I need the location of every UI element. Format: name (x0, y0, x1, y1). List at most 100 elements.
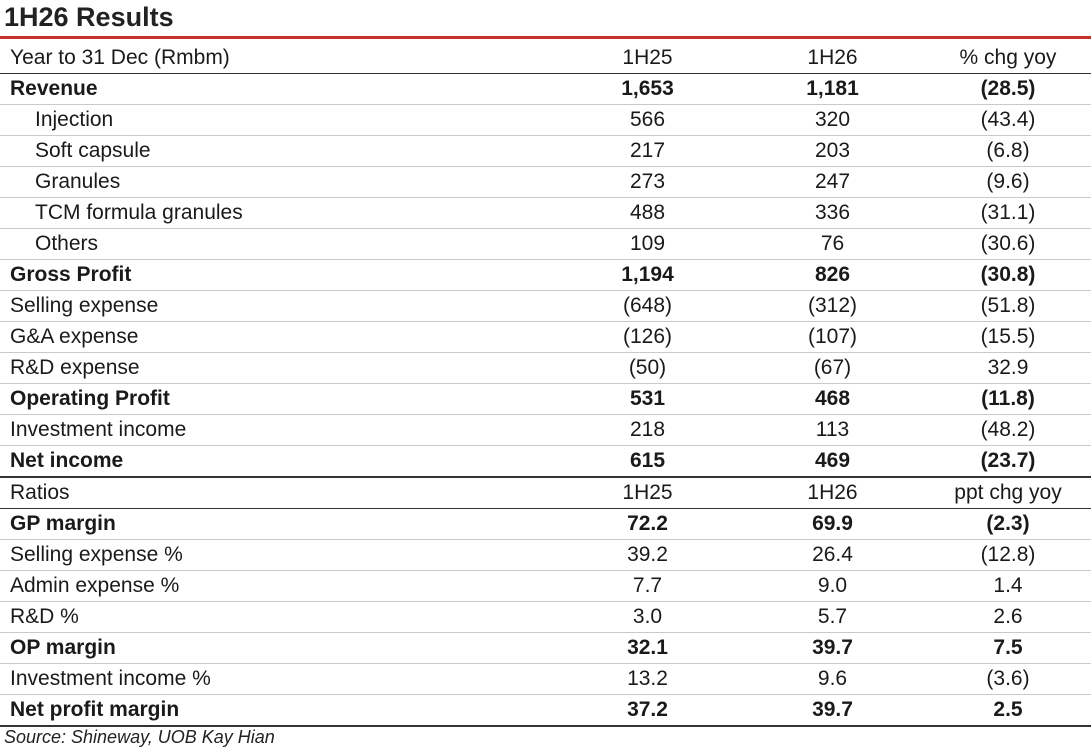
ratio-label: Selling expense % (0, 539, 555, 571)
row-value-1h25: 615 (555, 445, 740, 478)
table-row: Investment income 218 113 (48.2) (0, 414, 1091, 446)
ratio-value-1h26: 26.4 (740, 539, 925, 571)
row-value-chg: (43.4) (925, 104, 1091, 136)
row-value-1h26: (312) (740, 290, 925, 322)
ratio-value-chg: (3.6) (925, 663, 1091, 695)
row-value-chg: (23.7) (925, 445, 1091, 478)
table-header-row: Year to 31 Dec (Rmbm) 1H25 1H26 % chg yo… (0, 43, 1091, 74)
table-row: TCM formula granules 488 336 (31.1) (0, 197, 1091, 229)
results-table: Year to 31 Dec (Rmbm) 1H25 1H26 % chg yo… (0, 43, 1091, 727)
ratio-value-1h26: 9.6 (740, 663, 925, 695)
table-row: Soft capsule 217 203 (6.8) (0, 135, 1091, 167)
row-value-1h25: 218 (555, 414, 740, 446)
ratio-value-chg: 7.5 (925, 632, 1091, 664)
ratio-value-1h25: 72.2 (555, 508, 740, 540)
ratios-header-row: Ratios 1H25 1H26 ppt chg yoy (0, 476, 1091, 509)
ratios-header-label: Ratios (0, 476, 555, 509)
ratio-value-chg: 1.4 (925, 570, 1091, 602)
row-label: Injection (0, 104, 555, 136)
row-value-chg: (15.5) (925, 321, 1091, 353)
row-value-chg: (31.1) (925, 197, 1091, 229)
table-row: Injection 566 320 (43.4) (0, 104, 1091, 136)
row-label: Investment income (0, 414, 555, 446)
row-value-1h26: 468 (740, 383, 925, 415)
row-label: Revenue (0, 73, 555, 105)
ratio-row: R&D % 3.0 5.7 2.6 (0, 601, 1091, 633)
ratio-value-1h26: 69.9 (740, 508, 925, 540)
header-col-1h25: 1H25 (555, 43, 740, 74)
row-label: Others (0, 228, 555, 260)
row-value-1h26: 826 (740, 259, 925, 291)
row-value-1h26: (67) (740, 352, 925, 384)
row-value-1h25: 488 (555, 197, 740, 229)
ratio-label: OP margin (0, 632, 555, 664)
row-label: Gross Profit (0, 259, 555, 291)
ratio-value-1h26: 39.7 (740, 632, 925, 664)
row-value-chg: 32.9 (925, 352, 1091, 384)
table-row: Gross Profit 1,194 826 (30.8) (0, 259, 1091, 291)
ratio-row: Investment income % 13.2 9.6 (3.6) (0, 663, 1091, 695)
table-row: Granules 273 247 (9.6) (0, 166, 1091, 198)
table-row: Net income 615 469 (23.7) (0, 445, 1091, 478)
row-value-1h25: 273 (555, 166, 740, 198)
row-value-1h25: 1,653 (555, 73, 740, 105)
row-value-chg: (6.8) (925, 135, 1091, 167)
ratio-label: GP margin (0, 508, 555, 540)
row-value-chg: (51.8) (925, 290, 1091, 322)
row-value-1h26: 203 (740, 135, 925, 167)
row-value-1h25: (50) (555, 352, 740, 384)
ratio-label: Admin expense % (0, 570, 555, 602)
table-row: R&D expense (50) (67) 32.9 (0, 352, 1091, 384)
ratios-header-col-1h26: 1H26 (740, 476, 925, 509)
ratio-value-1h25: 3.0 (555, 601, 740, 633)
ratio-value-chg: (2.3) (925, 508, 1091, 540)
row-label: G&A expense (0, 321, 555, 353)
row-value-1h26: 320 (740, 104, 925, 136)
table-row: Operating Profit 531 468 (11.8) (0, 383, 1091, 415)
ratios-header-col-1h25: 1H25 (555, 476, 740, 509)
row-value-1h26: 469 (740, 445, 925, 478)
table-row: Revenue 1,653 1,181 (28.5) (0, 73, 1091, 105)
row-value-1h25: 566 (555, 104, 740, 136)
row-label: Operating Profit (0, 383, 555, 415)
row-value-1h25: 531 (555, 383, 740, 415)
row-label: Selling expense (0, 290, 555, 322)
ratio-row: OP margin 32.1 39.7 7.5 (0, 632, 1091, 664)
row-value-chg: (9.6) (925, 166, 1091, 198)
ratio-value-1h26: 39.7 (740, 694, 925, 727)
row-value-1h26: 247 (740, 166, 925, 198)
header-label: Year to 31 Dec (Rmbm) (0, 43, 555, 74)
row-value-1h25: (648) (555, 290, 740, 322)
ratio-value-1h25: 37.2 (555, 694, 740, 727)
row-value-chg: (30.6) (925, 228, 1091, 260)
row-label: R&D expense (0, 352, 555, 384)
ratio-value-1h25: 39.2 (555, 539, 740, 571)
page-title: 1H26 Results (4, 2, 174, 32)
row-value-chg: (30.8) (925, 259, 1091, 291)
ratio-value-chg: 2.5 (925, 694, 1091, 727)
source-note: Source: Shineway, UOB Kay Hian (4, 727, 275, 747)
row-value-1h26: 1,181 (740, 73, 925, 105)
table-row: Others 109 76 (30.6) (0, 228, 1091, 260)
title-rule (0, 36, 1091, 39)
ratio-value-chg: 2.6 (925, 601, 1091, 633)
row-value-chg: (48.2) (925, 414, 1091, 446)
ratio-value-1h26: 9.0 (740, 570, 925, 602)
row-label: TCM formula granules (0, 197, 555, 229)
row-label: Granules (0, 166, 555, 198)
row-value-1h25: 1,194 (555, 259, 740, 291)
row-value-chg: (28.5) (925, 73, 1091, 105)
ratios-header-col-chg: ppt chg yoy (925, 476, 1091, 509)
ratio-value-1h26: 5.7 (740, 601, 925, 633)
ratio-row: GP margin 72.2 69.9 (2.3) (0, 508, 1091, 540)
ratio-label: Investment income % (0, 663, 555, 695)
ratio-value-1h25: 13.2 (555, 663, 740, 695)
ratio-value-1h25: 7.7 (555, 570, 740, 602)
ratio-label: Net profit margin (0, 694, 555, 727)
row-value-1h25: 217 (555, 135, 740, 167)
row-value-1h25: (126) (555, 321, 740, 353)
ratio-row: Admin expense % 7.7 9.0 1.4 (0, 570, 1091, 602)
row-value-chg: (11.8) (925, 383, 1091, 415)
row-value-1h26: (107) (740, 321, 925, 353)
ratio-row: Net profit margin 37.2 39.7 2.5 (0, 694, 1091, 727)
